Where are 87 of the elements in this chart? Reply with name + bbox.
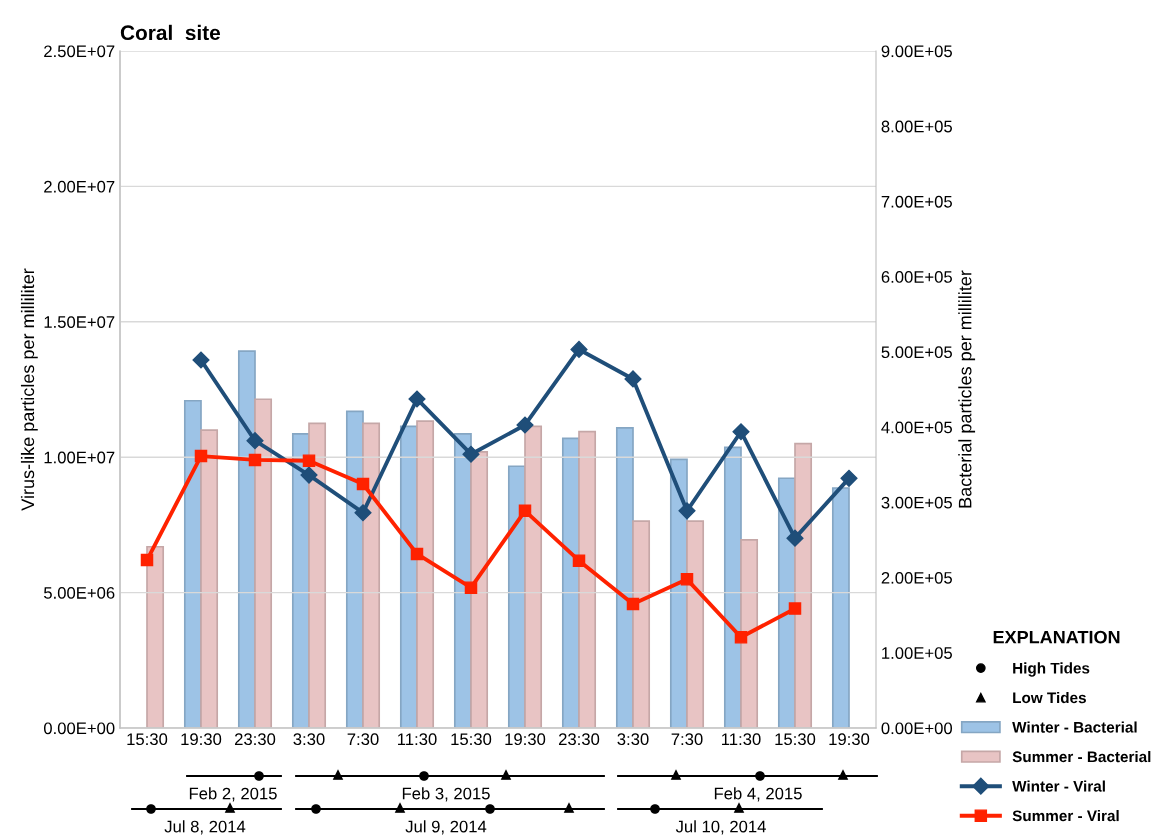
bar: [578, 430, 597, 728]
x-tick-label: 11:30: [398, 733, 437, 746]
y2-tick-label: 1.00E+05: [882, 647, 952, 659]
x-tick-label: 19:30: [181, 733, 222, 746]
y-tick-label: 5.00E+06: [43, 587, 115, 599]
point: [626, 597, 640, 611]
point: [408, 390, 426, 408]
point: [678, 502, 696, 520]
text: Jul 9, 2014: [405, 820, 487, 835]
x-tick-label: 3:30: [293, 733, 325, 746]
point: [462, 445, 480, 463]
point: [518, 504, 532, 518]
point: [248, 453, 262, 467]
point: [464, 581, 478, 594]
point: [840, 469, 858, 487]
bar: [254, 398, 273, 728]
bar: [470, 451, 489, 728]
x-tick-label: 15:30: [775, 733, 816, 746]
legend-label: Summer - Viral: [1012, 810, 1119, 822]
legend-label: Winter - Viral: [1012, 780, 1105, 792]
point: [356, 477, 370, 491]
bar: [200, 429, 219, 728]
bar: [632, 520, 651, 728]
text: High Tides: [1013, 662, 1090, 677]
bar: [524, 425, 543, 728]
x-tick-label: 15:30: [451, 733, 492, 746]
x-tick-label: 15:30: [127, 733, 168, 746]
bar: [362, 422, 381, 728]
bar: [740, 539, 759, 728]
bar: [615, 427, 634, 728]
point: [572, 554, 586, 567]
chart-title: Coral site: [120, 24, 221, 41]
point: [732, 423, 750, 441]
bar: [416, 420, 435, 728]
y2-tick-label: 5.00E+05: [881, 346, 952, 359]
y-tick-label: 0.00E+00: [43, 722, 115, 735]
text: Feb 2, 2015: [189, 787, 277, 802]
point: [680, 573, 694, 586]
y2-axis-title: Bacterial particles per milliliter: [958, 270, 976, 508]
point: [570, 340, 588, 358]
y2-tick-label: 9.00E+05: [881, 45, 952, 58]
point: [300, 466, 318, 484]
x-tick-label: 19:30: [829, 733, 870, 746]
x-tick-label: 19:30: [505, 733, 546, 746]
point: [786, 529, 804, 547]
y2-tick-label: 3.00E+05: [881, 496, 952, 509]
y2-tick-label: 0.00E+00: [881, 722, 953, 735]
x-tick-label: 7:30: [347, 733, 379, 746]
point: [734, 631, 748, 644]
y-axis-title: Virus-like particles per milliliter: [20, 268, 38, 511]
y2-tick-label: 6.00E+05: [881, 271, 952, 283]
point: [516, 416, 534, 434]
legend-label: Summer - Bacterial: [1012, 750, 1151, 763]
bar: [146, 545, 165, 728]
x-tick-label: 7:30: [671, 733, 703, 746]
y2-tick-label: 4.00E+05: [881, 421, 952, 434]
point: [194, 449, 208, 463]
legend-label: Winter - Bacterial: [1012, 721, 1137, 733]
text: Low Tides: [1013, 691, 1086, 704]
y-tick-label: 1.50E+07: [44, 316, 115, 328]
y-tick-label: 1.00E+07: [44, 451, 115, 464]
text: Jul 10, 2014: [675, 820, 766, 835]
point: [140, 553, 154, 567]
point: [192, 351, 210, 369]
y-tick-label: 2.50E+07: [44, 45, 115, 58]
point: [354, 504, 372, 522]
legend-title: EXPLANATION: [993, 630, 1120, 644]
bar: [794, 442, 813, 728]
y2-tick-label: 2.00E+05: [881, 571, 952, 584]
point: [302, 454, 316, 467]
x-tick-label: 23:30: [558, 733, 600, 746]
bar: [308, 422, 327, 728]
y2-tick-label: 7.00E+05: [881, 195, 952, 208]
point: [246, 432, 264, 450]
point: [788, 602, 802, 615]
point: [410, 547, 424, 561]
y2-tick-label: 8.00E+05: [881, 120, 952, 133]
y-tick-label: 2.00E+07: [44, 180, 115, 193]
bar: [686, 520, 705, 728]
text: Feb 3, 2015: [402, 787, 490, 802]
text: Feb 4, 2015: [714, 787, 802, 802]
x-tick-label: 11:30: [722, 733, 761, 746]
point: [624, 370, 642, 388]
x-tick-label: 3:30: [617, 733, 649, 746]
bar: [831, 487, 850, 728]
x-tick-label: 23:30: [234, 733, 276, 746]
text: Jul 8, 2014: [164, 820, 246, 835]
